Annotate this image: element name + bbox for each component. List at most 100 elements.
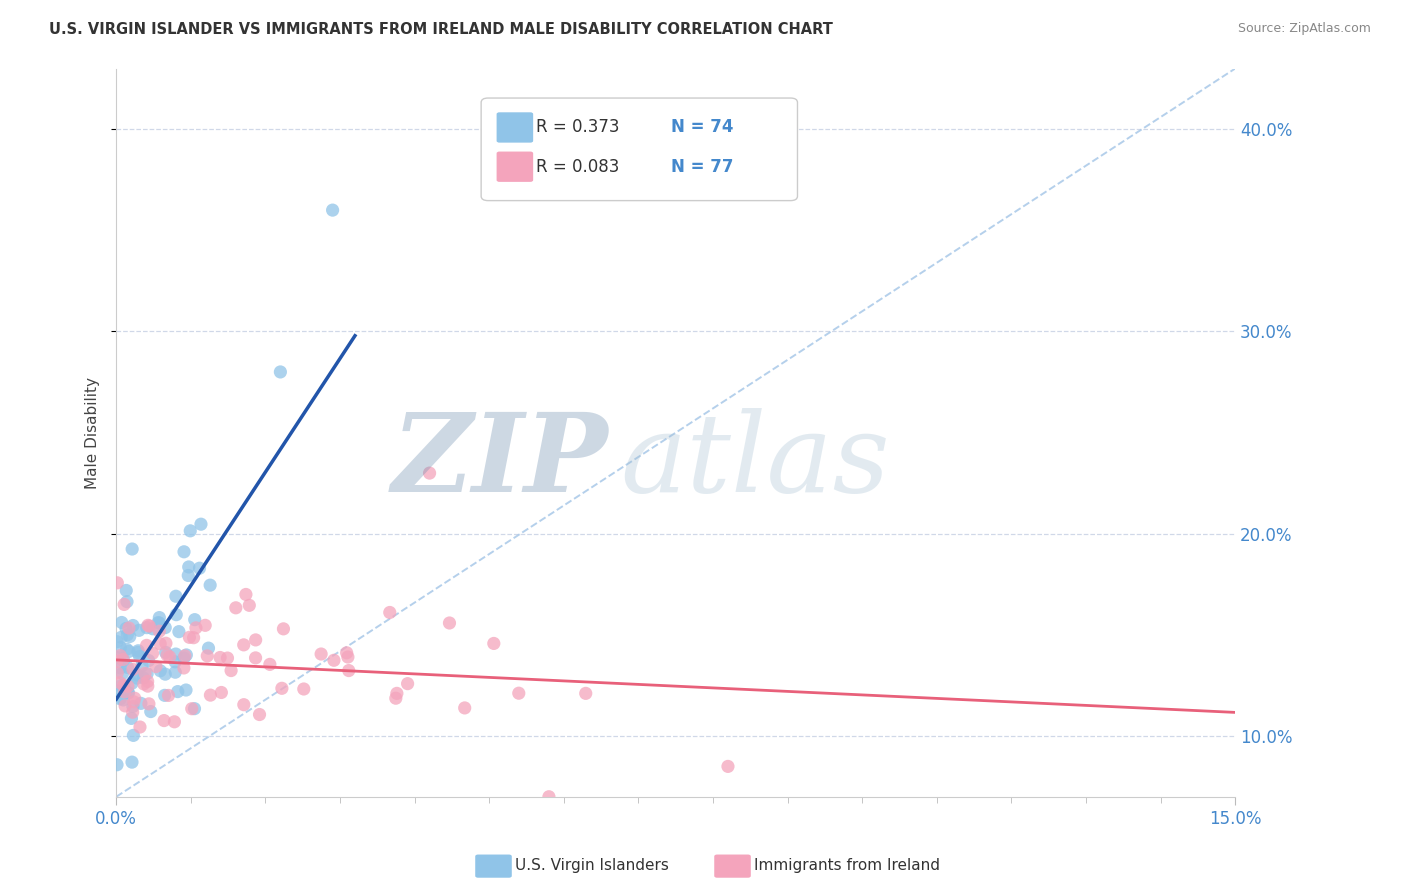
Point	[166, 684, 188, 698]
Point	[136, 679, 159, 693]
Point	[117, 628, 139, 642]
Text: R = 0.083: R = 0.083	[536, 158, 619, 176]
Point	[322, 203, 344, 218]
Point	[121, 542, 143, 557]
Point	[112, 693, 135, 707]
Point	[259, 657, 281, 672]
Point	[128, 649, 150, 664]
Point	[225, 600, 247, 615]
Point	[153, 689, 176, 703]
Point	[128, 624, 150, 638]
Point	[717, 759, 740, 773]
Point	[115, 594, 138, 608]
Point	[136, 618, 159, 632]
Point	[107, 650, 129, 665]
Point	[439, 615, 461, 630]
Point	[118, 630, 141, 644]
Point	[173, 651, 195, 665]
Point	[173, 648, 195, 663]
Point	[323, 653, 346, 667]
Text: R = 0.373: R = 0.373	[536, 119, 620, 136]
Point	[114, 685, 136, 699]
Point	[217, 651, 239, 665]
Point	[180, 702, 202, 716]
Point	[110, 630, 132, 644]
Point	[179, 524, 201, 538]
Point	[482, 636, 505, 650]
Point	[396, 676, 419, 690]
Text: U.S. VIRGIN ISLANDER VS IMMIGRANTS FROM IRELAND MALE DISABILITY CORRELATION CHAR: U.S. VIRGIN ISLANDER VS IMMIGRANTS FROM …	[49, 22, 834, 37]
Point	[159, 649, 181, 664]
Point	[173, 545, 195, 559]
Point	[121, 705, 143, 719]
Point	[183, 631, 205, 645]
Point	[117, 679, 139, 693]
Point	[149, 637, 172, 651]
Point	[122, 728, 145, 742]
Point	[292, 681, 315, 696]
Point	[148, 610, 170, 624]
Point	[200, 688, 222, 702]
Point	[117, 660, 139, 674]
Point	[132, 677, 155, 691]
Point	[155, 645, 177, 659]
Point	[124, 691, 146, 706]
Point	[155, 667, 177, 681]
Point	[146, 615, 169, 630]
Point	[156, 648, 179, 662]
Point	[111, 666, 134, 681]
Point	[179, 630, 201, 644]
Point	[176, 648, 198, 662]
Point	[115, 622, 138, 636]
Point	[149, 664, 172, 678]
Point	[148, 615, 170, 630]
Point	[165, 665, 187, 680]
Point	[184, 621, 207, 635]
Point	[111, 615, 134, 630]
Point	[118, 644, 141, 658]
Point	[165, 655, 187, 669]
Point	[145, 659, 167, 673]
Point	[273, 622, 295, 636]
Point	[385, 686, 408, 700]
Point	[105, 757, 128, 772]
Point	[108, 691, 131, 706]
Point	[127, 645, 149, 659]
Point	[136, 666, 159, 681]
Point	[135, 621, 157, 635]
Point	[138, 654, 160, 668]
Point	[249, 707, 271, 722]
Point	[194, 618, 217, 632]
Point	[110, 648, 132, 663]
Point	[110, 679, 132, 693]
Text: N = 77: N = 77	[671, 158, 734, 176]
Text: U.S. Virgin Islanders: U.S. Virgin Islanders	[515, 858, 668, 872]
Point	[111, 652, 134, 666]
Point	[107, 684, 129, 698]
Point	[135, 639, 157, 653]
Point	[173, 661, 195, 675]
Point	[190, 517, 212, 532]
Point	[131, 658, 153, 673]
Point	[125, 671, 148, 685]
Point	[117, 685, 139, 699]
Point	[115, 583, 138, 598]
Text: N = 74: N = 74	[671, 119, 734, 136]
Point	[121, 755, 143, 769]
Point	[112, 678, 135, 692]
Point	[127, 644, 149, 658]
Point	[177, 568, 200, 582]
Point	[167, 624, 190, 639]
Point	[110, 661, 132, 675]
Point	[183, 613, 205, 627]
Point	[183, 701, 205, 715]
Point	[105, 634, 128, 648]
Point	[138, 697, 160, 711]
Point	[114, 698, 136, 713]
Point	[155, 636, 177, 650]
Point	[153, 714, 176, 728]
Point	[125, 667, 148, 681]
Point	[336, 650, 359, 665]
Point	[163, 714, 186, 729]
Text: Source: ZipAtlas.com: Source: ZipAtlas.com	[1237, 22, 1371, 36]
